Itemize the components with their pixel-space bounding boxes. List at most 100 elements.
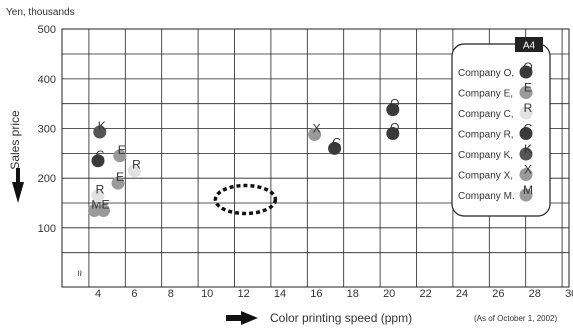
x-tick-labels: 4 6 8 10 12 14 16 18 20 22 24 26 28 30: [95, 288, 573, 300]
data-point-letter: E: [118, 143, 126, 157]
legend-item-label: Company E,: [458, 89, 513, 100]
y-axis-arrow-icon: [12, 168, 24, 203]
legend-item-letter: X: [524, 163, 532, 177]
y-unit-label: Yen, thousands: [6, 7, 75, 18]
x-tick-label: 26: [492, 288, 504, 300]
x-axis-arrow-icon: [226, 311, 258, 325]
y-tick-label: 300: [38, 124, 56, 136]
legend-item-label: Company R,: [458, 130, 514, 141]
data-point-marker: [91, 154, 105, 168]
x-tick-label: 30: [565, 288, 573, 300]
data-point: O: [386, 121, 400, 140]
x-tick-label: 14: [274, 288, 286, 300]
legend-item-letter: M: [523, 183, 533, 197]
y-axis-title: Sales price: [8, 110, 24, 203]
data-point-marker: [111, 176, 125, 190]
legend-item-marker: [519, 127, 533, 140]
data-point-marker: [308, 128, 322, 141]
legend-item-marker: [519, 86, 533, 99]
x-tick-label: 16: [310, 288, 322, 300]
legend-item-letter: C: [524, 122, 533, 136]
data-point-marker: [127, 164, 141, 178]
y-tick-label: 400: [38, 74, 56, 86]
data-point-marker: [386, 127, 400, 140]
legend-item: Company X, X: [458, 163, 533, 182]
data-point: E: [111, 170, 125, 190]
x-tick-label: 12: [237, 288, 249, 300]
legend-item: Company K, K: [458, 142, 533, 161]
legend-item-label: Company X,: [458, 171, 513, 182]
x-tick-label: 8: [168, 288, 174, 300]
data-point: C: [91, 148, 105, 168]
data-point: C: [328, 135, 341, 155]
y-tick-labels: 100 200 300 400 500: [38, 24, 56, 235]
data-point-letter: C: [332, 135, 341, 149]
data-point-letter: E: [116, 170, 124, 184]
data-point-letter: C: [96, 148, 105, 162]
highlight-ellipse-layer: [213, 183, 278, 216]
data-point-marker: [328, 141, 342, 155]
data-point: K: [93, 119, 107, 139]
x-axis-label: Color printing speed (ppm): [270, 311, 412, 325]
data-point-letter: R: [132, 158, 141, 172]
data-point: M: [87, 198, 101, 217]
x-tick-label: 10: [201, 288, 213, 300]
x-tick-label: 24: [456, 288, 468, 300]
y-axis-label: Sales price: [8, 110, 22, 170]
y-tick-label: 100: [38, 223, 56, 235]
legend-item-letter: K: [524, 142, 532, 156]
legend-item-marker: [519, 147, 533, 161]
data-point: E: [97, 198, 110, 217]
x-tick-label: 6: [131, 288, 137, 300]
data-point-letter: K: [98, 119, 106, 133]
x-tick-label: 28: [529, 288, 541, 300]
legend-item: Company O, O: [458, 60, 533, 79]
data-point-letter: O: [390, 97, 399, 111]
data-point-marker: [91, 189, 105, 203]
data-point-marker: [87, 204, 101, 217]
data-point-marker: [113, 149, 127, 163]
data-point: R: [127, 158, 141, 178]
x-tick-label: 18: [347, 288, 359, 300]
x-tick-label: 22: [419, 288, 431, 300]
legend-item-label: Company O,: [458, 68, 514, 79]
data-point: O: [386, 97, 399, 117]
as-of-note: (As of October 1, 2002): [474, 314, 557, 323]
highlight-ellipse: [213, 183, 278, 216]
data-point-marker: [93, 125, 107, 139]
legend-item-letter: E: [524, 81, 532, 95]
x-tick-label: 20: [383, 288, 395, 300]
legend-item: Company C, R: [458, 101, 533, 120]
legend-item: Company M. M: [458, 183, 533, 202]
y-tick-label: 200: [38, 173, 56, 185]
plot-border: [61, 28, 570, 288]
legend-item-marker: [519, 168, 533, 181]
legend-item: Company R, C: [458, 122, 533, 141]
legend-item-label: Company M.: [458, 191, 515, 202]
legend-item-letter: R: [524, 101, 533, 115]
data-point-letter: M: [91, 198, 101, 212]
data-point-letter: R: [96, 183, 105, 197]
legend-badge: [515, 37, 543, 52]
y-tick-label: 500: [38, 24, 56, 36]
x-axis-title: Color printing speed (ppm): [226, 311, 412, 325]
x-tick-label: 4: [95, 288, 101, 300]
plot-frame: [61, 28, 570, 288]
data-point: X: [308, 122, 322, 141]
data-point-letter: E: [101, 198, 109, 212]
legend-item-letter: O: [523, 60, 532, 74]
data-point-letter: X: [313, 122, 321, 136]
data-point-marker: [97, 204, 110, 217]
data-point-letter: O: [390, 121, 399, 135]
legend-item-marker: [519, 65, 533, 79]
legend-item-marker: [519, 106, 533, 120]
axis-break-symbol: ≈: [73, 270, 85, 276]
legend-item-marker: [519, 188, 533, 202]
legend-item-label: Company C,: [458, 109, 514, 120]
legend-badge-label: A4: [523, 41, 536, 52]
data-point: R: [91, 183, 105, 203]
data-point-marker: [386, 103, 400, 117]
